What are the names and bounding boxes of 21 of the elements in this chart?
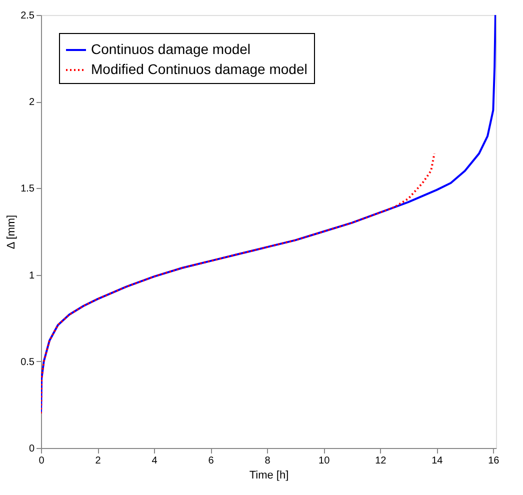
legend-label: Continuos damage model [91, 41, 251, 57]
y-tick-label: 0 [28, 444, 35, 454]
y-tick-label: 1 [28, 270, 35, 282]
x-tick-label: 16 [488, 456, 500, 466]
x-axis-title: Time [h] [249, 470, 289, 482]
y-axis-title: Δ [mm] [6, 214, 18, 250]
x-tick-label: 4 [152, 456, 158, 466]
x-tick-label: 2 [95, 456, 102, 466]
x-tick-label: 8 [264, 456, 271, 466]
x-tick-label: 0 [38, 456, 45, 466]
y-tick-label: 2 [28, 97, 35, 108]
x-tick-label: 10 [318, 456, 330, 466]
legend-label: Modified Continuos damage model [91, 61, 308, 77]
line-series [41, 15, 496, 414]
y-tick-label: 1.5 [20, 184, 35, 195]
y-tick-label: 0.5 [20, 356, 35, 368]
x-tick-label: 6 [208, 456, 214, 466]
x-tick-label: 12 [375, 456, 387, 466]
x-tick-label: 14 [432, 456, 444, 466]
y-tick-label: 2.5 [20, 10, 35, 22]
line-series [41, 152, 436, 414]
